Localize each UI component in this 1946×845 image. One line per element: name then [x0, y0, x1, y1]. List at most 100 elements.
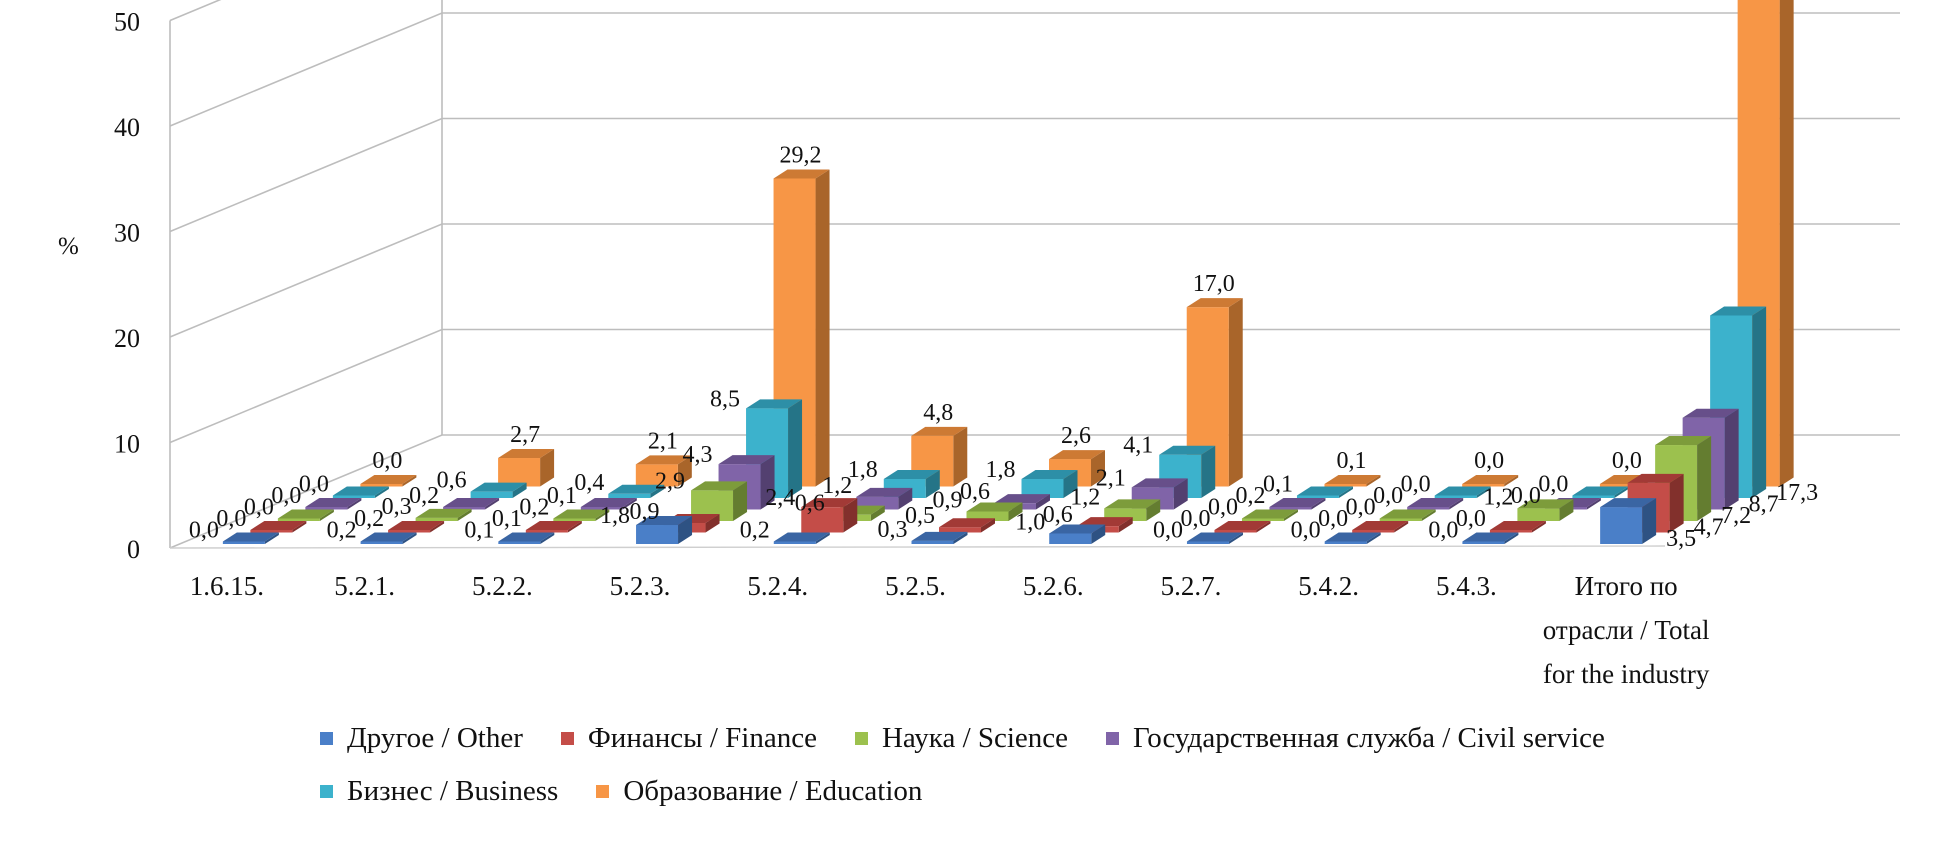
bar [277, 509, 334, 521]
data-label: 4,1 [1123, 433, 1153, 459]
bar [360, 475, 417, 487]
bar [553, 509, 610, 521]
data-label: 0,2 [327, 518, 357, 544]
bar [1214, 521, 1271, 533]
bar [388, 521, 445, 533]
bar [360, 532, 417, 544]
data-label: 0,0 [244, 495, 274, 521]
data-label: 2,6 [1061, 423, 1091, 449]
data-label: 1,2 [1070, 484, 1100, 510]
bar [1600, 498, 1657, 544]
legend-item-education: Образование / Education [596, 775, 922, 808]
x-tick-label-8: 5.2.7. [1161, 571, 1222, 601]
gridline-30 [169, 117, 1900, 233]
bar [525, 521, 582, 533]
y-tick-label-0: 0 [127, 535, 140, 564]
data-label: 0,1 [464, 518, 494, 544]
legend-item-civil-service: Государственная служба / Civil service [1106, 722, 1605, 755]
y-tick-label-40: 40 [114, 113, 140, 142]
data-label: 0,0 [1153, 518, 1183, 544]
data-label: 1,2 [822, 473, 852, 499]
data-label: 0,0 [1401, 472, 1431, 498]
bar [1434, 486, 1491, 498]
legend-swatch [596, 785, 610, 798]
data-label: 0,0 [1318, 506, 1348, 532]
data-label: 0,0 [271, 483, 301, 509]
legend-label: Финансы / Finance [587, 722, 817, 754]
x-tick-label-11: Итого по отрасли / Total for the industry [1543, 571, 1710, 689]
bar [305, 498, 362, 510]
data-label: 0,0 [1456, 506, 1486, 532]
bar [1462, 532, 1519, 544]
data-label: 3,5 [1666, 526, 1696, 552]
bar [1049, 524, 1106, 544]
x-tick-label-6: 5.2.5. [885, 571, 946, 601]
data-label: 2,1 [1096, 465, 1126, 491]
x-tick-label-5: 5.2.4. [747, 571, 808, 601]
chart-axes: 0 10 20 30 40 50% 1.6.15. 5.2.1. 5.2.2. 5.2.3. 5.2… [58, 0, 1710, 689]
bar [856, 487, 913, 510]
data-label: 7,2 [1721, 503, 1751, 529]
legend-label: Государственная служба / Civil service [1133, 722, 1605, 754]
y-tick-label-20: 20 [114, 324, 140, 353]
bar [1021, 470, 1078, 498]
legend-item-finance: Финансы / Finance [560, 722, 817, 755]
data-label: 1,0 [1015, 509, 1045, 535]
series-other-bars [222, 498, 1657, 544]
bar [332, 486, 389, 498]
data-label: 0,0 [1208, 495, 1238, 521]
bar [939, 518, 995, 533]
data-label: 4,8 [923, 400, 953, 426]
gridline-20 [169, 223, 1900, 338]
bar [1186, 532, 1243, 544]
chart-data-labels: 0,02,72,129,24,82,617,00,10,00,058,60,00… [189, 142, 1818, 552]
bar [1379, 509, 1436, 521]
data-label: 17,0 [1193, 271, 1235, 297]
bar [415, 508, 472, 521]
data-label: 2,7 [510, 422, 540, 448]
chart-bars [222, 0, 1794, 544]
y-tick-label-50: 50 [114, 8, 140, 37]
data-label: 0,1 [1263, 472, 1293, 498]
gridline-40 [169, 12, 1900, 127]
data-label: 0,6 [960, 479, 990, 505]
bar [250, 521, 307, 533]
data-label: 0,1 [547, 483, 577, 509]
bar [911, 531, 968, 544]
bar [498, 532, 555, 544]
y-unit-label: % [58, 233, 79, 260]
x-tick-label-3: 5.2.2. [472, 571, 533, 601]
bar [773, 532, 830, 544]
bar [222, 532, 279, 544]
legend-swatch [1106, 732, 1120, 745]
data-label: 0,0 [1511, 483, 1541, 509]
data-label: 0,6 [1043, 502, 1073, 528]
legend-swatch [854, 732, 868, 745]
bar [1241, 509, 1298, 521]
data-label: 4,7 [1694, 515, 1724, 541]
bar [1737, 0, 1794, 487]
gridline-10 [169, 328, 1900, 444]
data-label: 0,9 [630, 499, 660, 525]
data-label: 0,1 [1336, 448, 1366, 474]
bar [1462, 475, 1519, 487]
legend-row-2: Бизнес / Business Образование / Education [320, 775, 960, 808]
x-tick-label-9: 5.4.2. [1298, 571, 1359, 601]
data-label: 2,9 [655, 468, 685, 494]
data-label: 8,7 [1749, 492, 1779, 518]
legend-row-1: Другое / Other Финансы / Finance Наука / S… [320, 722, 1643, 755]
bar [1517, 499, 1574, 521]
data-label: 0,2 [1235, 483, 1265, 509]
x-tick-label-10: 5.4.3. [1436, 571, 1497, 601]
bar [1352, 521, 1409, 533]
data-label: 0,0 [299, 472, 329, 498]
bar [801, 498, 858, 533]
legend-label: Другое / Other [347, 722, 523, 754]
bar [498, 449, 555, 487]
legend-label: Наука / Science [881, 722, 1069, 754]
axis-floor-edge [169, 545, 1666, 549]
data-label: 0,2 [409, 483, 439, 509]
data-label: 0,0 [189, 518, 219, 544]
data-label: 17,3 [1776, 480, 1818, 506]
x-tick-label-4: 5.2.3. [610, 571, 671, 601]
